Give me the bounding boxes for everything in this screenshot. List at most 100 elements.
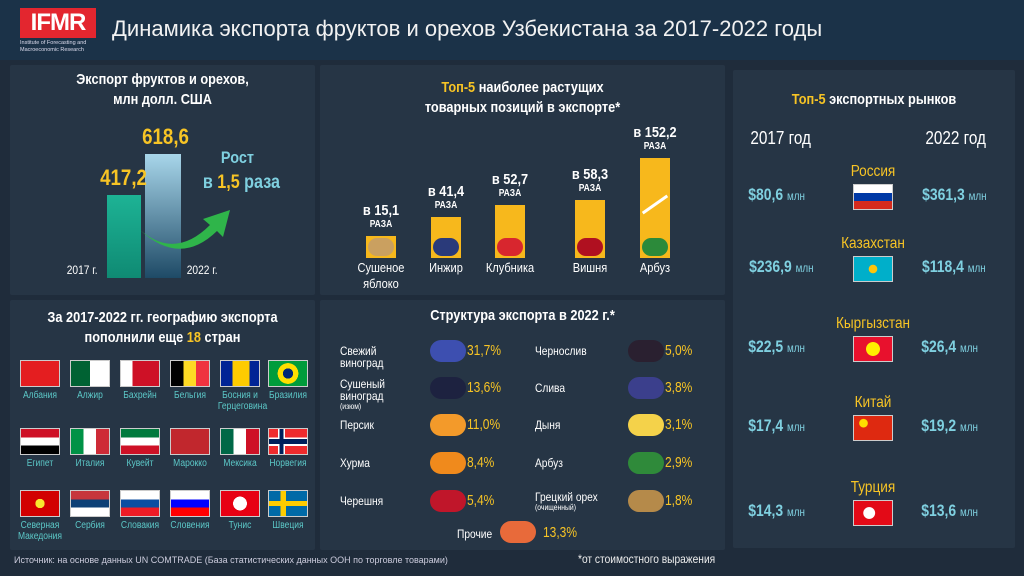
countries-title-2b: стран — [204, 329, 241, 346]
flag-icon — [120, 490, 160, 517]
item-name: Чернослив — [535, 344, 587, 358]
item-note: (изюм) — [340, 402, 362, 411]
country-name: Алжир — [77, 390, 103, 401]
structure-percent: 5,0% — [665, 342, 693, 359]
market-name: Россия — [850, 163, 896, 180]
top5-unit-label: РАЗА — [434, 199, 458, 211]
country-name: Тунис — [228, 520, 252, 531]
fruit-icon — [628, 490, 664, 512]
countries-title-line1: За 2017-2022 гг. географию экспорта — [47, 309, 278, 326]
value-unit: млн — [968, 189, 987, 203]
top5-value-label: в 52,7 — [491, 171, 529, 189]
country-name: Бразилия — [269, 390, 307, 401]
header — [0, 0, 1024, 60]
new-countries-count: 18 — [186, 329, 201, 346]
fruit-icon — [430, 490, 466, 512]
fruit-icon — [628, 377, 664, 399]
market-flag-icon — [853, 500, 893, 526]
value-amount: $26,4 — [921, 337, 957, 356]
country-name: Албания — [22, 390, 58, 401]
year-2017-header: 2017 год — [750, 128, 811, 148]
growth-arrow-icon — [140, 210, 230, 249]
markets-title-rest: экспортных рынков — [829, 91, 957, 108]
flag-icon — [120, 360, 160, 387]
top5-title-rest: наиболее растущих — [478, 79, 604, 96]
structure-percent: 1,8% — [665, 492, 693, 509]
structure-item-name: Свежий виноград — [340, 345, 400, 369]
country-name: Кувейт — [126, 458, 154, 469]
top5-unit-label: РАЗА — [369, 219, 393, 230]
year-label-2022: 2022 г. — [186, 263, 218, 277]
value-unit: млн — [967, 261, 986, 275]
market-value-2017: $236,9 млн — [749, 257, 813, 277]
mixed-fruit-icon — [500, 521, 536, 543]
flag-icon — [220, 490, 260, 517]
structure-item-name: Хурма — [340, 457, 400, 469]
source-note: Источник: на основе данных UN COMTRADE (… — [14, 555, 448, 565]
fruit-icon — [628, 414, 664, 436]
top5-item-name: Клубника — [485, 260, 535, 275]
market-value-2017: $22,5 млн — [748, 337, 805, 357]
fruit-icon — [628, 452, 664, 474]
top5-title: Топ-5 наиболее растущих товарных позиций … — [384, 78, 660, 118]
page-title: Динамика экспорта фруктов и орехов Узбек… — [112, 16, 823, 41]
year-label-2017: 2017 г. — [66, 263, 98, 277]
structure-item-name: Дыня — [535, 419, 612, 431]
top5-item-name: Инжир — [429, 260, 463, 275]
fig-icon — [433, 238, 459, 256]
top5-unit-label: РАЗА — [498, 188, 522, 200]
structure-percent: 11,0% — [467, 416, 501, 433]
structure-item-name: Грецкий орех (очищенный) — [535, 491, 612, 513]
value-unit: млн — [795, 261, 814, 275]
markets-panel — [733, 70, 1015, 548]
structure-title: Структура экспорта в 2022 г.* — [430, 307, 615, 324]
structure-other-percent: 13,3% — [543, 524, 578, 541]
flag-icon — [170, 490, 210, 517]
flag-icon — [70, 428, 110, 455]
top5-value-label: в 41,4 — [427, 182, 465, 200]
flag-icon — [170, 428, 210, 455]
bar-2017 — [107, 194, 141, 278]
export-title: Экспорт фруктов и орехов, млн долл. США — [50, 70, 275, 110]
market-name: Турция — [850, 479, 896, 496]
flag-icon — [220, 428, 260, 455]
item-name: Черешня — [340, 494, 384, 508]
growth-label: Рост — [220, 148, 254, 167]
structure-percent: 13,6% — [467, 379, 502, 396]
fruit-icon — [430, 340, 466, 362]
growth-prefix: в — [202, 172, 213, 193]
ifmr-logo: IFMR — [20, 8, 96, 38]
dried-apple-icon — [368, 238, 394, 256]
top5-value-label: в 58,3 — [571, 165, 609, 183]
item-name: Арбуз — [535, 456, 563, 470]
cherry-icon — [577, 238, 603, 256]
market-value-2022: $13,6 млн — [921, 501, 978, 521]
growth-text: в 1,5 раза — [203, 172, 280, 194]
market-value-2022: $26,4 млн — [921, 337, 978, 357]
market-name: Кыргызстан — [835, 315, 911, 332]
market-value-2022: $118,4 млн — [922, 257, 986, 277]
market-value-2017: $80,6 млн — [748, 185, 805, 205]
fruit-icon — [430, 452, 466, 474]
flag-icon — [170, 360, 210, 387]
structure-percent: 2,9% — [665, 454, 693, 471]
country-name: Норвегия — [269, 458, 307, 469]
value-unit: млн — [786, 189, 805, 203]
value-unit: млн — [959, 420, 978, 434]
structure-other-name: Прочие — [457, 527, 493, 541]
markets-title: Топ-5 экспортных рынков — [763, 90, 986, 110]
structure-percent: 5,4% — [467, 492, 495, 509]
top5-title-accent: Топ-5 — [441, 79, 476, 96]
structure-percent: 8,4% — [467, 454, 495, 471]
market-value-2017: $17,4 млн — [748, 416, 805, 436]
structure-item-name: Арбуз — [535, 457, 612, 469]
country-name: Босния и Герцеговина — [217, 390, 268, 412]
countries-title-2a: пополнили еще — [84, 329, 184, 346]
market-name: Казахстан — [841, 235, 905, 252]
structure-item-name: Чернослив — [535, 345, 612, 357]
country-name: Бельгия — [174, 390, 206, 401]
country-name: Сербия — [75, 520, 105, 531]
country-name: Марокко — [173, 458, 207, 469]
item-name: Персик — [340, 418, 374, 432]
year-2022-header: 2022 год — [925, 128, 986, 148]
